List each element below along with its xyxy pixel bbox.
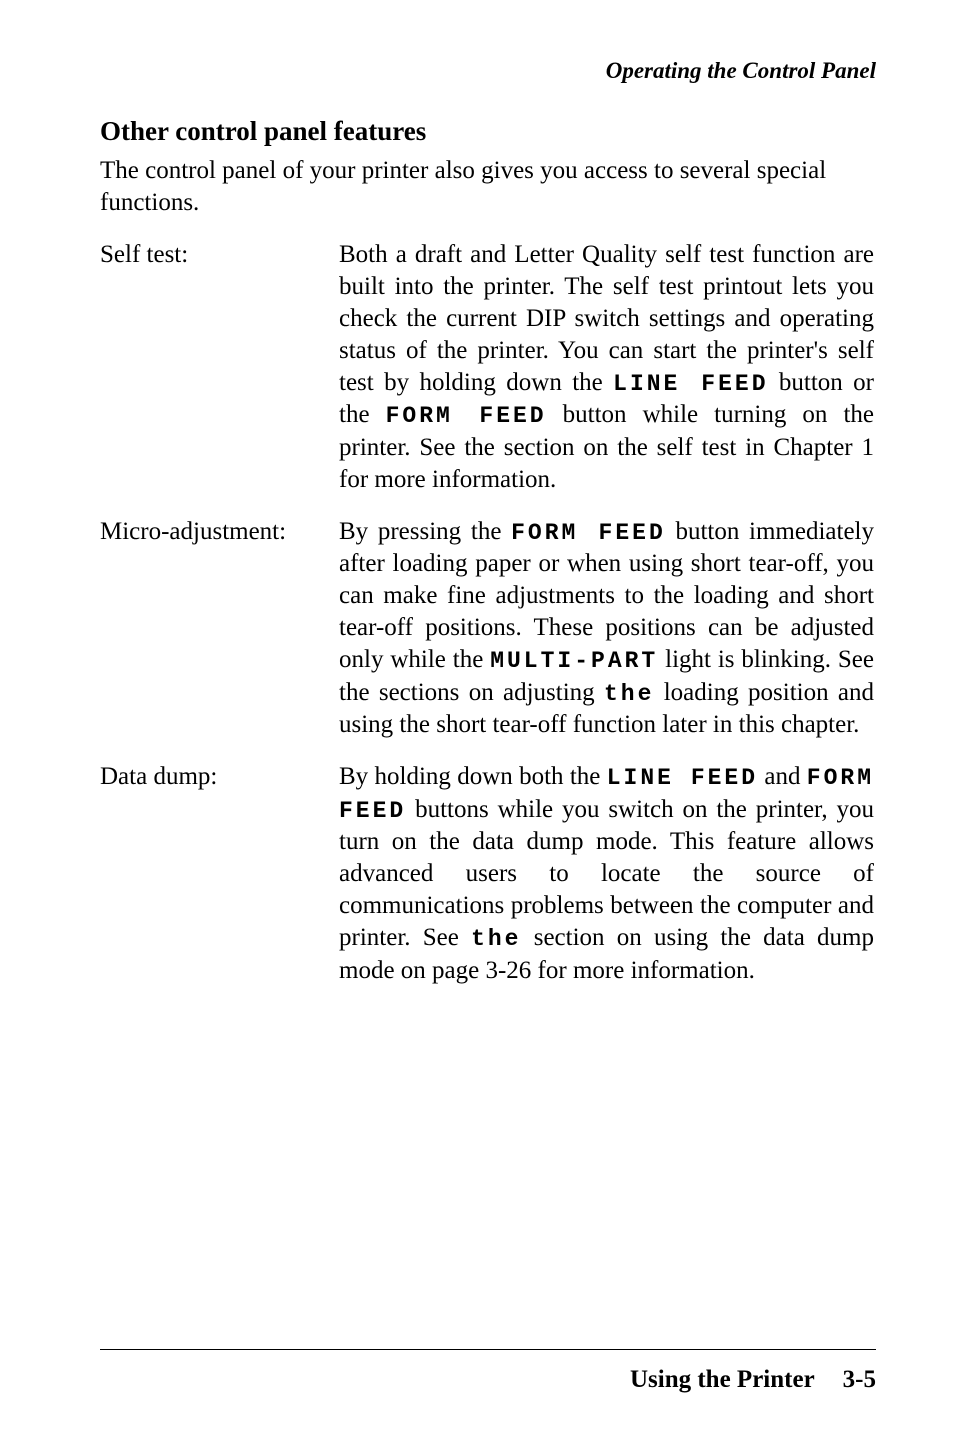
mono-text: FORM FEED: [386, 403, 547, 429]
footer-rule: [100, 1349, 876, 1350]
def-data-dump: By holding down both the LINE FEED and F…: [339, 761, 876, 986]
mono-text: FEED: [339, 798, 406, 824]
intro-paragraph: The control panel of your printer also g…: [100, 155, 876, 219]
mono-text: FORM: [807, 765, 874, 791]
term-data-dump: Data dump:: [100, 761, 325, 986]
mono-text: FORM FEED: [511, 520, 666, 546]
def-self-test: Both a draft and Letter Quality self tes…: [339, 239, 876, 496]
term-micro-adjustment: Micro-adjustment:: [100, 516, 325, 741]
def-micro-adjustment: By pressing the FORM FEED button immedia…: [339, 516, 876, 741]
definition-list: Self test: Both a draft and Letter Quali…: [100, 239, 876, 987]
term-self-test: Self test:: [100, 239, 325, 496]
footer: Using the Printer 3-5: [630, 1366, 876, 1394]
running-head: Operating the Control Panel: [100, 58, 876, 84]
mono-text: LINE FEED: [613, 371, 768, 397]
mono-text: the: [604, 681, 654, 707]
footer-section-title: Using the Printer: [630, 1366, 815, 1393]
mono-text: the: [471, 926, 521, 952]
mono-text: MULTI-PART: [490, 648, 658, 674]
footer-page-number: 3-5: [843, 1366, 876, 1393]
mono-text: LINE FEED: [607, 765, 758, 791]
page: Operating the Control Panel Other contro…: [0, 0, 954, 1442]
section-title: Other control panel features: [100, 116, 876, 147]
